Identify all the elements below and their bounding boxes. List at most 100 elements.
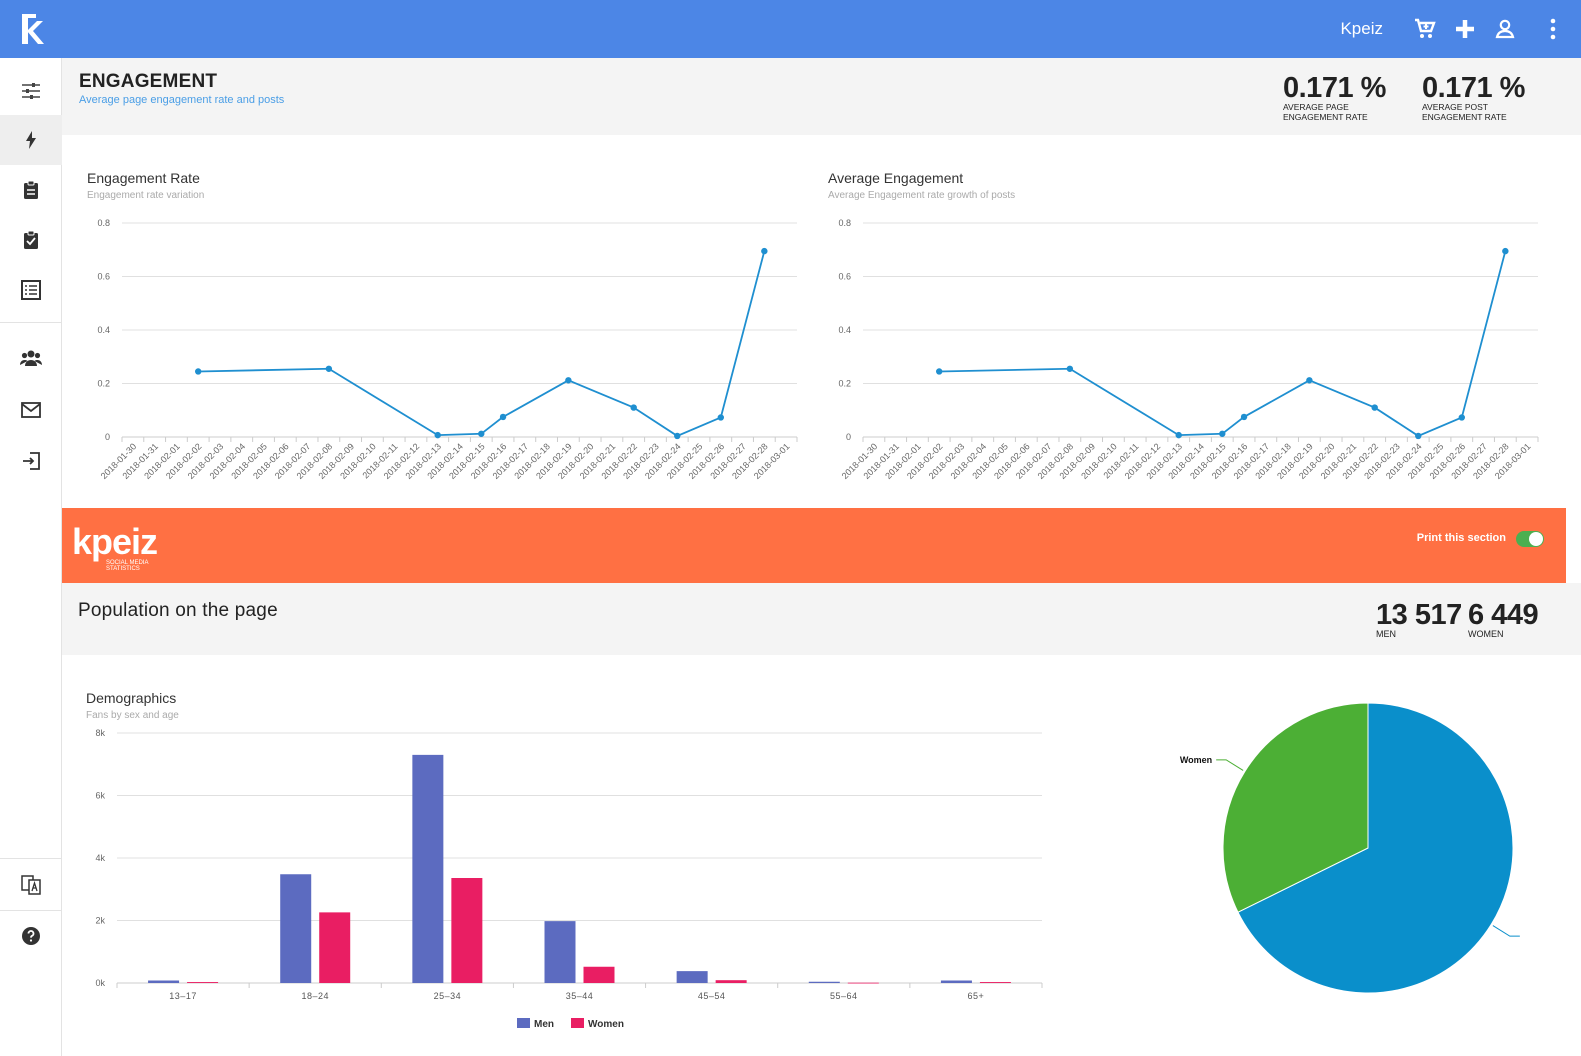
print-section-toggle[interactable] [1516,531,1544,547]
y-tick-label: 0.6 [838,272,851,282]
kpi-label: AVERAGE PAGE ENGAGEMENT RATE [1283,102,1368,122]
demographics-title: Demographics [86,690,177,706]
app-logo[interactable] [0,0,62,58]
bar-men [940,980,972,983]
svg-text:STATISTICS: STATISTICS [106,566,140,572]
brand-name[interactable]: Kpeiz [1340,19,1383,38]
translate-icon[interactable] [0,860,62,910]
kpi-value: 0.171 % [1422,72,1525,104]
list-icon[interactable] [0,265,62,315]
x-tick-label: 55–64 [830,991,858,1001]
y-tick-label: 8k [95,728,105,738]
legend-swatch [571,1018,584,1028]
bar-women [187,982,219,983]
data-point [195,368,202,375]
group-icon[interactable] [0,333,62,383]
average-engagement-subtitle: Average Engagement rate growth of posts [828,190,1016,201]
data-point [717,414,724,421]
y-tick-label: 0 [105,432,110,442]
main-content: ENGAGEMENT Average page engagement rate … [62,58,1581,1056]
y-tick-label: 0.2 [97,379,110,389]
legend-label: Women [588,1019,624,1030]
bar-women [583,966,615,983]
y-tick-label: 2k [95,916,105,926]
data-point [478,430,485,437]
print-section-banner: kpeiz SOCIAL MEDIA STATISTICS Print this… [62,508,1566,583]
pie-slice-men [1237,702,1514,994]
bar-men [676,971,708,983]
data-point [1306,377,1313,384]
engagement-subtitle: Average page engagement rate and posts [79,94,285,106]
x-tick-label: 45–54 [698,991,726,1001]
x-tick-label: 13–17 [169,991,197,1001]
toggle-knob [1529,532,1543,546]
data-point [1415,432,1422,440]
y-tick-label: 0k [95,978,105,988]
bar-men [280,874,312,983]
data-point [434,431,441,439]
data-point [499,413,507,421]
data-point [1458,414,1465,421]
y-tick-label: 0.4 [97,325,110,335]
data-point [1502,247,1509,255]
series-line [198,250,766,437]
bar-men [544,921,576,983]
mail-icon[interactable] [0,385,62,435]
kpi-men: 13 517 MEN [1376,600,1486,640]
bar-men [808,981,840,983]
demographics-bar-chart: 0k 2k 4k 6k 8k 13–17 18–24 25–34 35–44 45–54 55–64… [95,728,1043,1030]
cart-icon[interactable] [1405,0,1445,58]
data-point [565,377,572,384]
kpeiz-logo: kpeiz SOCIAL MEDIA STATISTICS [72,521,158,572]
data-point [630,404,637,411]
tune-icon[interactable] [0,66,62,116]
top-app-bar: Kpeiz [0,0,1581,58]
kpi-value: 13 517 [1376,599,1462,631]
sidebar [0,58,62,1056]
bar-men [412,754,444,983]
engagement-rate-title: Engagement Rate [87,170,200,186]
population-title: Population on the page [78,600,278,621]
kpi-label: WOMEN [1468,629,1504,639]
bolt-icon[interactable] [0,115,62,165]
svg-text:kpeiz: kpeiz [72,521,157,562]
engagement-header: ENGAGEMENT Average page engagement rate … [62,58,1581,135]
more-vert-icon[interactable] [1525,0,1581,58]
x-tick-label: 25–34 [434,991,462,1001]
clipboard-check-icon[interactable] [0,215,62,265]
kpi-label: MEN [1376,629,1396,639]
bar-women [451,878,483,983]
demographics-subtitle: Fans by sex and age [86,710,179,721]
account-icon[interactable] [1485,0,1525,58]
engagement-rate-chart: 00.20.40.60.82018-01-302018-01-312018-02… [97,218,798,481]
print-section-label: Print this section [1416,532,1506,544]
series-line [939,250,1507,437]
data-point [1066,365,1074,372]
y-tick-label: 6k [95,791,105,801]
x-tick-label: 35–44 [566,991,594,1001]
engagement-title: ENGAGEMENT [79,71,218,92]
svg-text:SOCIAL MEDIA: SOCIAL MEDIA [106,560,148,566]
bar-women [979,982,1011,983]
bar-men [148,980,180,983]
kpi-women: 6 449 WOMEN [1468,600,1578,640]
kpi-value: 0.171 % [1283,72,1386,104]
data-point [936,368,943,375]
add-icon[interactable] [1445,0,1485,58]
exit-icon[interactable] [0,436,62,486]
y-tick-label: 0 [846,432,851,442]
kpi-label: AVERAGE POST ENGAGEMENT RATE [1422,102,1507,122]
y-tick-label: 4k [95,853,105,863]
bar-women [319,912,351,983]
engagement-rate-subtitle: Engagement rate variation [87,190,205,201]
data-point [761,247,768,255]
y-tick-label: 0.4 [838,325,851,335]
x-tick-label: 18–24 [301,991,329,1001]
clipboard-icon[interactable] [0,165,62,215]
help-icon[interactable] [0,911,62,961]
x-tick-label: 65+ [968,991,985,1001]
population-header: Population on the page 13 517 MEN 6 449 … [62,583,1581,655]
legend-label: Men [534,1019,554,1030]
data-point [1219,430,1226,437]
